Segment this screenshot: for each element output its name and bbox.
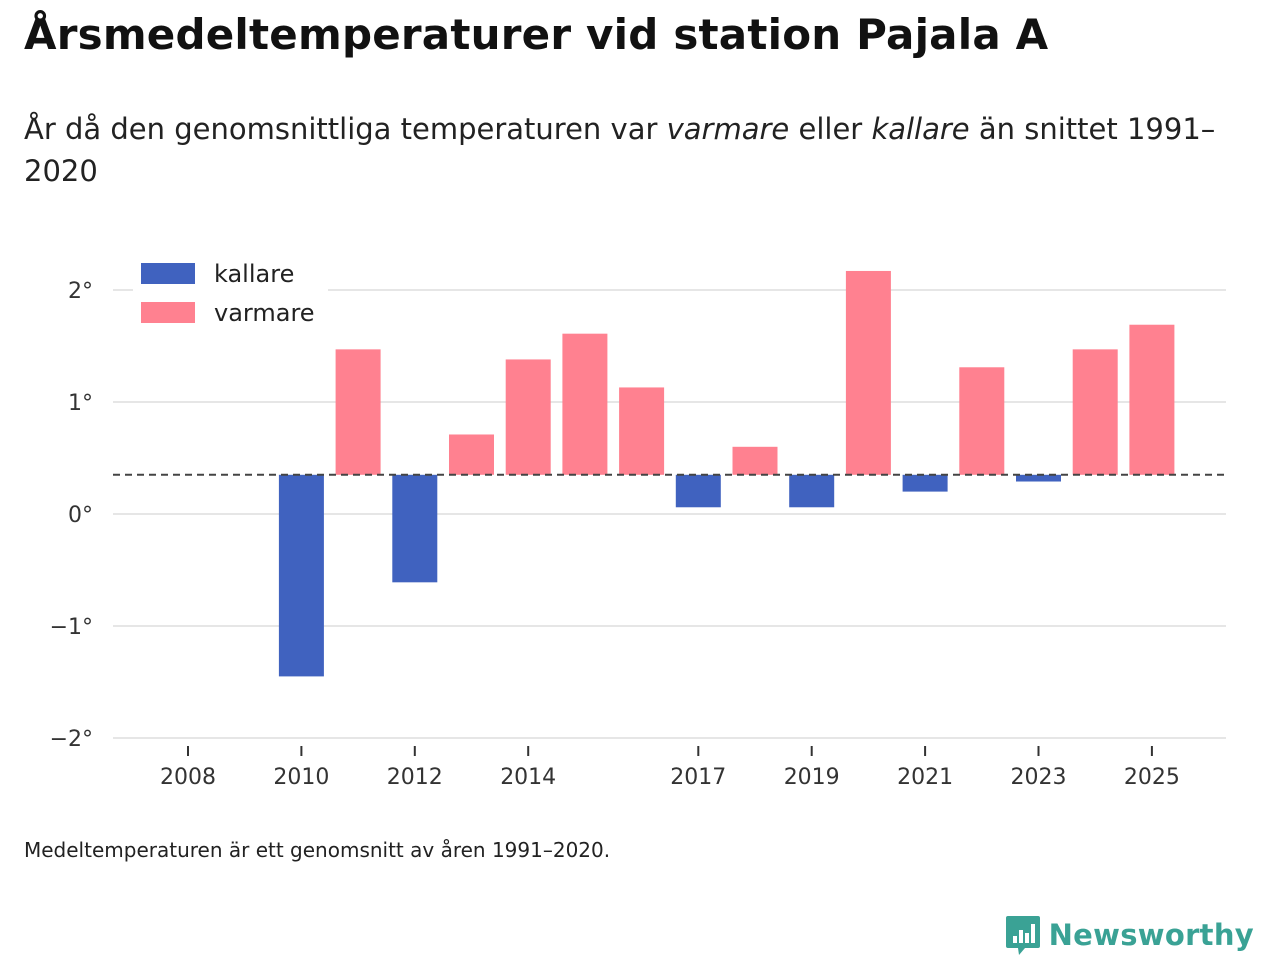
x-tick-label: 2025 [1124,765,1180,790]
newsworthy-logo-icon [1005,916,1040,955]
bar-2020 [845,270,891,475]
legend-label-cold: kallare [214,260,294,288]
y-tick-label: −2° [50,727,93,752]
y-tick-label: 1° [68,391,93,416]
x-tick-label: 2023 [1011,765,1067,790]
bar-2011 [335,349,381,475]
chart-title: Årsmedeltemperaturer vid station Pajala … [24,10,1049,59]
bar-2014 [505,359,551,475]
y-tick-label: −1° [50,615,93,640]
bar-2013 [449,434,494,475]
x-tick-label: 2012 [387,765,443,790]
x-tick-label: 2019 [784,765,840,790]
brand-name: Newsworthy [1048,918,1254,952]
temperature-bar-chart: −2° −1° 0° 1° 2° 2008 2010 2012 2014 2017 2019 2021… [49,260,1226,790]
bar-2019 [789,474,835,508]
bar-2025 [1129,324,1175,475]
x-tick-label: 2021 [897,765,953,790]
x-tick-label: 2010 [273,765,329,790]
y-tick-label: 0° [68,503,93,528]
bar-2016 [619,387,665,475]
bar-2017 [675,474,721,508]
x-tick-label: 2014 [500,765,556,790]
legend-swatch-warm [141,302,195,323]
bar-2023 [1016,474,1061,482]
bar-2022 [959,367,1005,475]
footnote: Medeltemperaturen är ett genomsnitt av å… [24,838,611,862]
y-tick-label: 2° [68,279,93,304]
x-tick-label: 2008 [160,765,216,790]
legend-swatch-cold [141,263,195,284]
bar-2012 [392,474,438,583]
subtitle-text-2: eller [789,112,872,146]
bar-2018 [732,446,778,475]
bar-2024 [1072,349,1118,475]
legend-label-warm: varmare [214,299,315,327]
brand-logo: Newsworthy [1005,912,1254,958]
bar-2015 [562,333,608,475]
chart-subtitle: År då den genomsnittliga temperaturen va… [24,108,1244,192]
x-tick-label: 2017 [670,765,726,790]
subtitle-warm-word: varmare [666,112,790,146]
bar-2021 [902,474,948,492]
bar-2010 [278,474,324,677]
subtitle-cold-word: kallare [871,112,970,146]
subtitle-text-3: än snittet 1991–2020 [24,112,1216,188]
subtitle-text-1: År då den genomsnittliga temperaturen va… [24,112,667,146]
